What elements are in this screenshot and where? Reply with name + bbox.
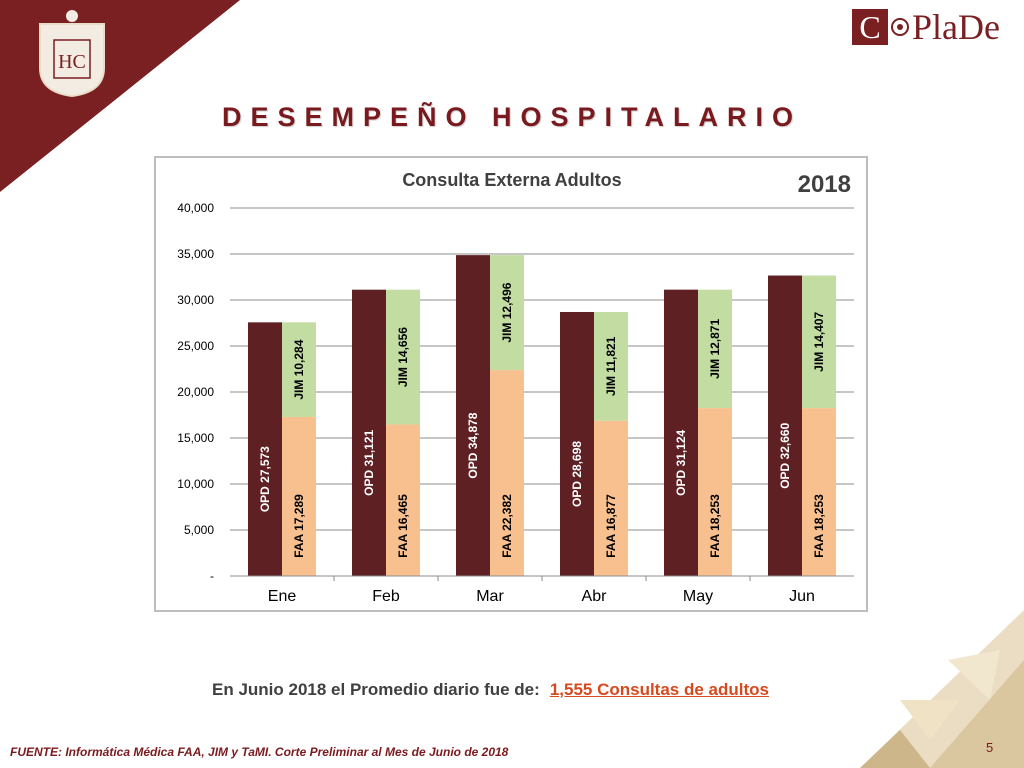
bar-value-label: FAA 16,465 xyxy=(396,494,410,558)
bar-value-label: JIM 11,821 xyxy=(604,336,618,396)
bar-value-label: JIM 10,284 xyxy=(292,339,306,399)
stacked-bar-chart: Consulta Externa Adultos 2018 OPD 27,573… xyxy=(177,170,854,605)
bar-jim xyxy=(386,289,420,425)
bar-value-label: OPD 31,121 xyxy=(362,429,376,495)
daily-average-summary: En Junio 2018 el Promedio diario fue de:… xyxy=(212,680,769,700)
bar-value-label: FAA 18,253 xyxy=(708,494,722,558)
bar-labels: OPD 27,573 FAA 17,289 JIM 10,284 OPD 31,121… xyxy=(258,282,826,558)
bar-faa xyxy=(282,416,316,576)
bar-jim xyxy=(698,289,732,409)
bar-value-label: OPD 32,660 xyxy=(778,422,792,488)
bar-value-label: JIM 14,407 xyxy=(812,311,826,371)
chart-year-label: 2018 xyxy=(798,171,851,198)
bar-opd xyxy=(352,289,386,576)
bar-value-label: OPD 31,124 xyxy=(674,429,688,495)
source-note: FUENTE: Informática Médica FAA, JIM y Ta… xyxy=(10,745,509,759)
bar-faa xyxy=(698,408,732,576)
bar-value-label: JIM 12,871 xyxy=(708,319,722,379)
seal-letters: HC xyxy=(58,51,86,73)
y-tick-label: 40,000 xyxy=(177,201,214,215)
bar-opd xyxy=(456,255,490,576)
x-tick-label: Ene xyxy=(268,588,297,605)
y-tick-label: 5,000 xyxy=(184,523,214,537)
chart-container: Consulta Externa Adultos 2018 OPD 27,573… xyxy=(154,156,868,612)
bar-faa xyxy=(386,424,420,576)
x-tick-label: May xyxy=(683,588,713,605)
bar-faa xyxy=(802,408,836,576)
x-tick-label: Mar xyxy=(476,588,504,605)
bar-jim xyxy=(490,255,524,371)
bars xyxy=(248,255,836,576)
bar-value-label: OPD 34,878 xyxy=(466,412,480,478)
y-tick-label: 20,000 xyxy=(177,385,214,399)
bar-value-label: OPD 27,573 xyxy=(258,446,272,512)
y-tick-label: 25,000 xyxy=(177,339,214,353)
y-tick-label: 30,000 xyxy=(177,293,214,307)
logo-letter: C xyxy=(852,9,888,45)
x-tick-label: Jun xyxy=(789,588,815,605)
bar-faa xyxy=(594,420,628,576)
coplade-logo: C PlaDe xyxy=(852,8,1000,46)
x-tick-label: Abr xyxy=(582,588,608,605)
bar-jim xyxy=(594,311,628,421)
bar-jim xyxy=(282,322,316,417)
grid-lines xyxy=(230,207,854,531)
university-seal-icon: HC xyxy=(39,10,105,98)
summary-highlight: 1,555 Consultas de adultos xyxy=(549,680,769,699)
bar-jim xyxy=(802,275,836,409)
bar-value-label: JIM 14,656 xyxy=(396,327,410,387)
logo-text: PlaDe xyxy=(912,7,1000,47)
bar-opd xyxy=(248,322,282,576)
bar-value-label: FAA 18,253 xyxy=(812,494,826,558)
bar-value-label: OPD 28,698 xyxy=(570,441,584,507)
bar-faa xyxy=(490,370,524,576)
summary-text: En Junio 2018 el Promedio diario fue de: xyxy=(212,680,540,699)
bar-value-label: FAA 17,289 xyxy=(292,494,306,558)
bar-value-label: JIM 12,496 xyxy=(500,282,514,342)
page-title: DESEMPEÑO HOSPITALARIO xyxy=(221,102,803,132)
bar-opd xyxy=(768,275,802,576)
bar-value-label: FAA 16,877 xyxy=(604,494,618,558)
y-tick-label: - xyxy=(210,569,214,583)
page-number: 5 xyxy=(986,740,994,755)
y-tick-label: 15,000 xyxy=(177,431,214,445)
bar-opd xyxy=(560,311,594,576)
chart-title: Consulta Externa Adultos xyxy=(402,170,621,190)
axes: - 5,000 10,000 15,000 20,000 25,000 30,000 35,0… xyxy=(177,201,854,605)
y-tick-label: 10,000 xyxy=(177,477,214,491)
bar-value-label: FAA 22,382 xyxy=(500,494,514,558)
bar-opd xyxy=(664,289,698,576)
y-tick-label: 35,000 xyxy=(177,247,214,261)
logo-emblem-icon xyxy=(891,18,909,36)
x-tick-label: Feb xyxy=(372,588,400,605)
